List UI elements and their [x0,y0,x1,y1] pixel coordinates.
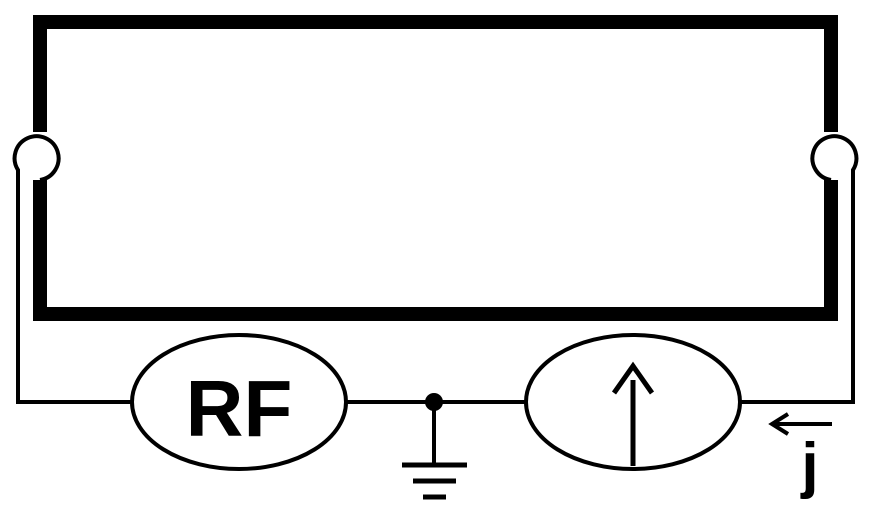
ground-icon [402,393,467,500]
upper-conductor [33,15,838,132]
left-arrow-icon [768,412,832,436]
lower-conductor [33,180,838,321]
left-coupling-loop [12,134,132,404]
up-arrow-meter-icon [524,333,742,471]
right-coupling-loop [740,134,859,404]
rf-label: RF [186,364,293,453]
current-label: j [800,431,818,500]
rf-source: RF [130,333,348,471]
